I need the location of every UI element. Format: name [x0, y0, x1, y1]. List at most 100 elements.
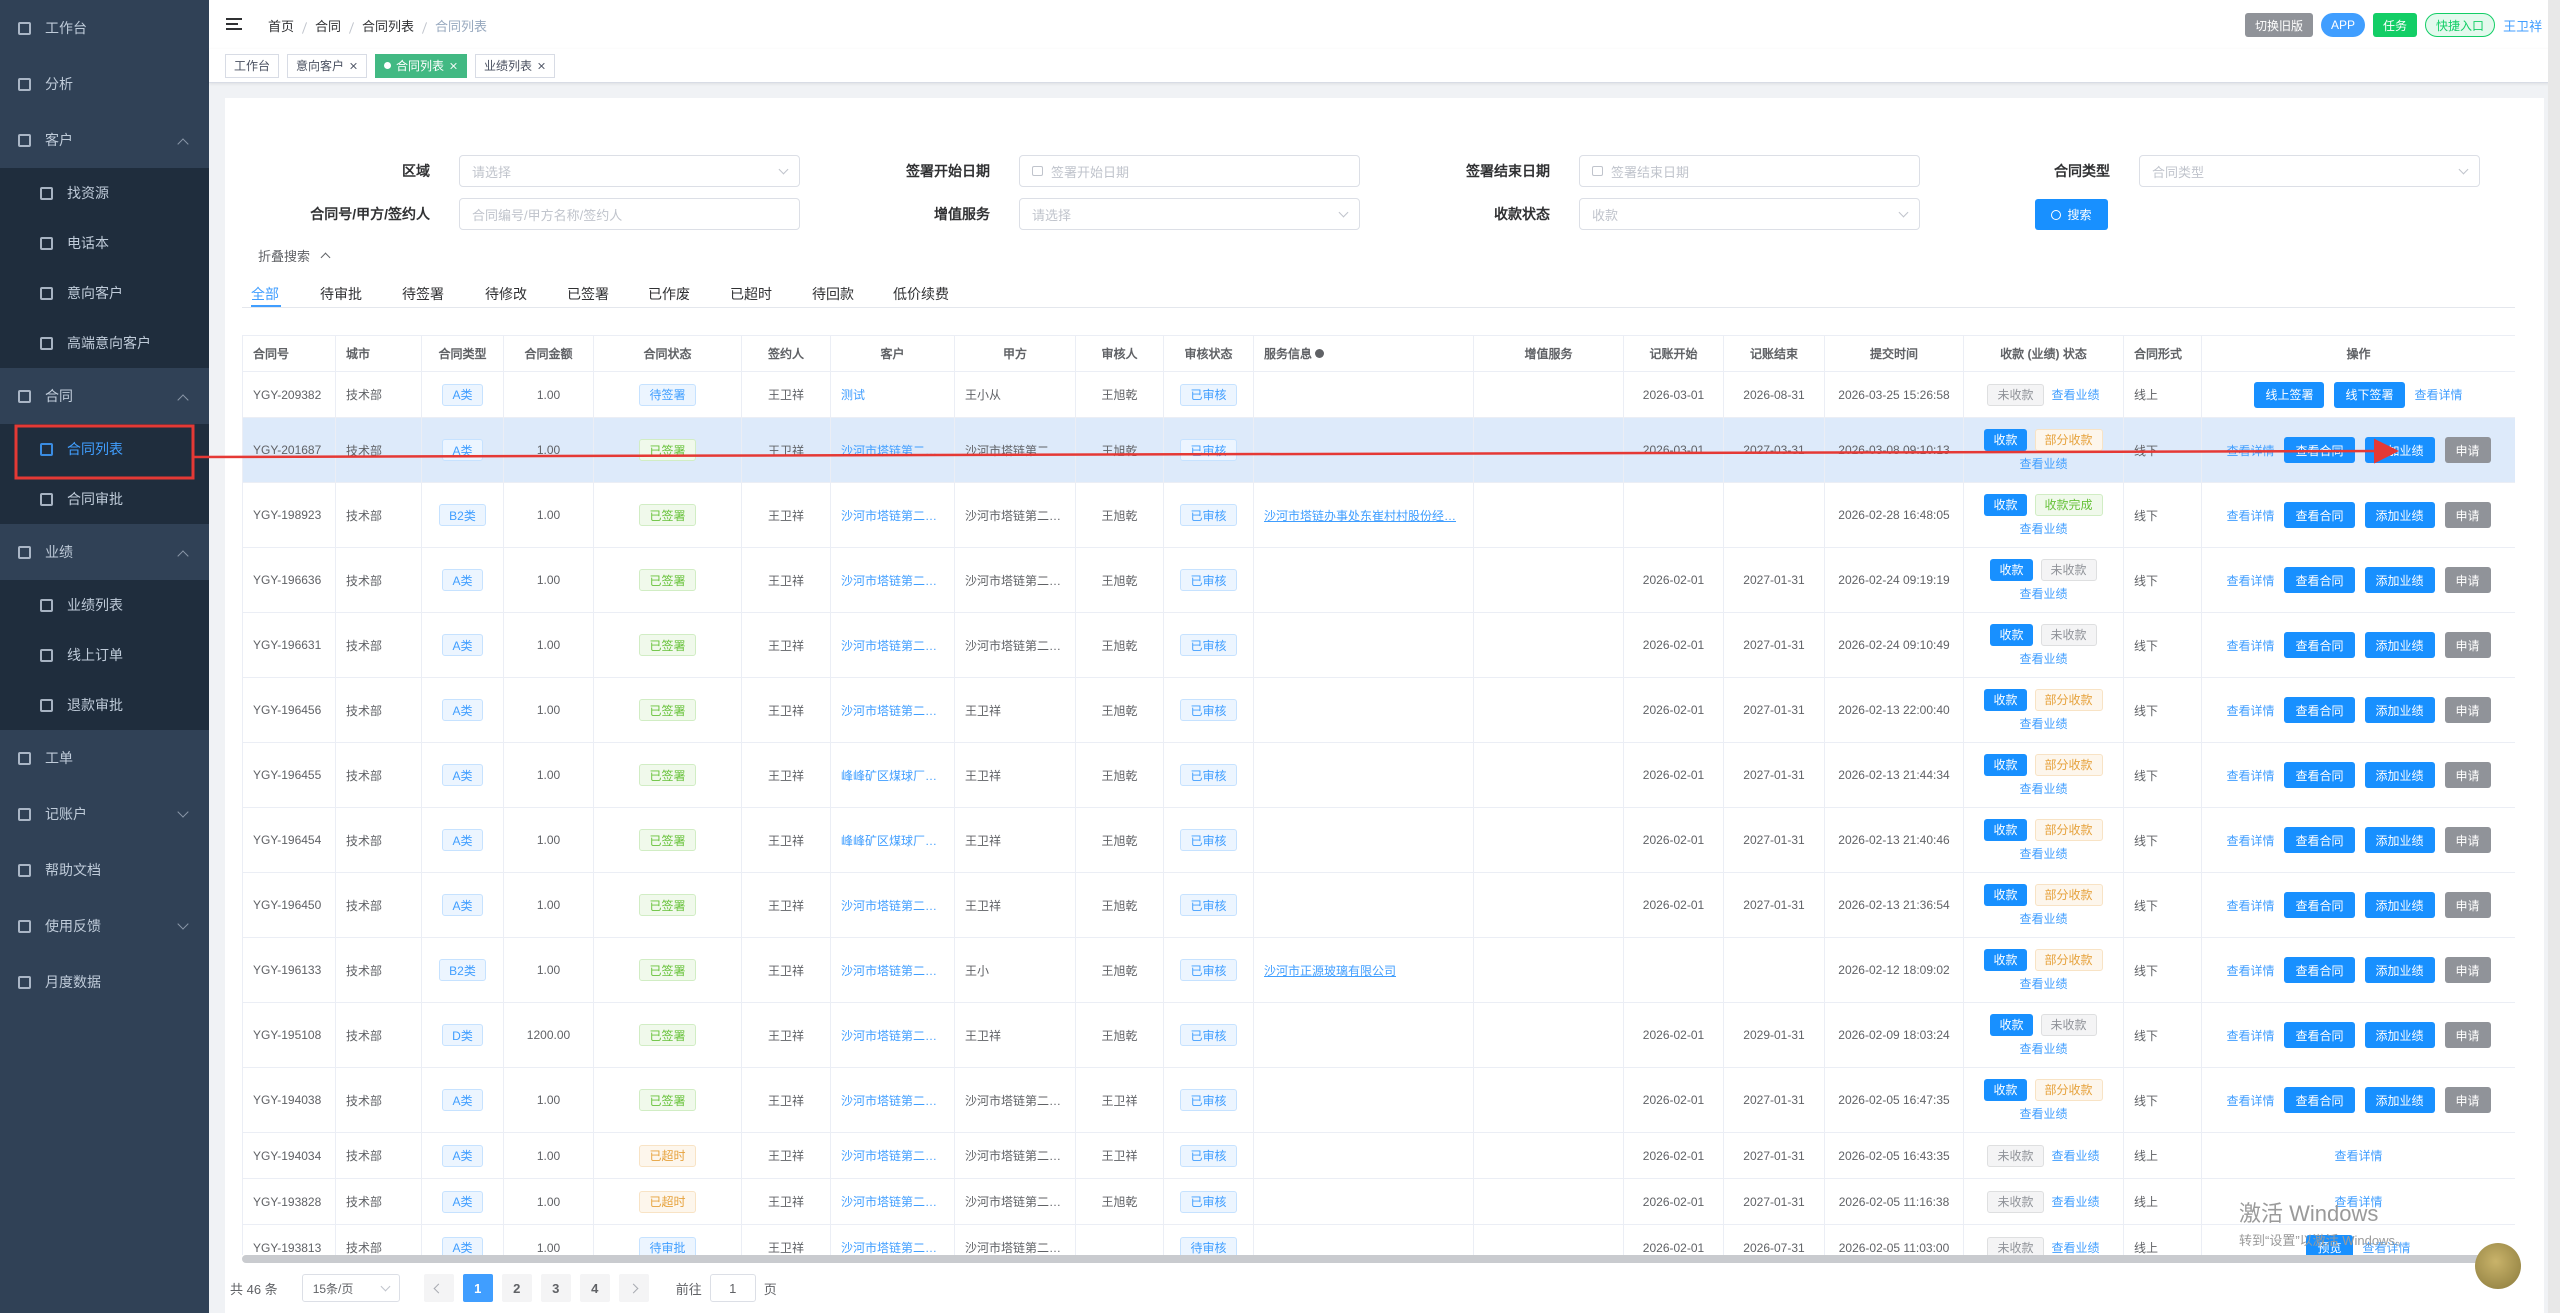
submenu-item[interactable]: 合同列表 — [0, 424, 209, 474]
action-button[interactable]: 申请 — [2444, 957, 2491, 983]
customer-link[interactable]: 沙河市塔链第二… — [841, 1241, 938, 1255]
collapse-toggle[interactable]: 折叠搜索 — [258, 246, 331, 265]
action-link[interactable]: 查看详情 — [2226, 1028, 2275, 1043]
submenu-item[interactable]: 意向客户 — [0, 268, 209, 318]
action-button[interactable]: 查看合同 — [2284, 762, 2355, 788]
action-button[interactable]: 查看合同 — [2284, 437, 2355, 463]
action-link[interactable]: 查看详情 — [2226, 833, 2275, 848]
service-link[interactable]: 沙河市塔链办事处东崔村村股份经… — [1264, 508, 1457, 523]
service-link[interactable]: 沙河市正源玻璃有限公司 — [1264, 963, 1397, 978]
performance-link[interactable]: 查看业绩 — [2051, 1149, 2100, 1163]
action-button[interactable]: 查看合同 — [2284, 567, 2355, 593]
submenu-item[interactable]: 业绩列表 — [0, 580, 209, 630]
action-button[interactable]: 预览 — [2306, 1234, 2353, 1255]
performance-link[interactable]: 查看业绩 — [2019, 456, 2068, 471]
action-button[interactable]: 查看合同 — [2284, 502, 2355, 528]
performance-link[interactable]: 查看业绩 — [2019, 846, 2068, 861]
action-button[interactable]: 查看合同 — [2284, 632, 2355, 658]
tag-view[interactable]: 业绩列表 — [475, 53, 556, 78]
collect-button[interactable]: 收款 — [1984, 818, 2027, 841]
menu-item[interactable]: 月度数据 — [0, 954, 209, 1010]
action-button[interactable]: 添加业绩 — [2364, 632, 2435, 658]
user-name[interactable]: 王卫祥 — [2503, 18, 2543, 34]
performance-link[interactable]: 查看业绩 — [2019, 651, 2068, 666]
menu-item[interactable]: 工单 — [0, 730, 209, 786]
action-link[interactable]: 查看详情 — [2226, 1093, 2275, 1108]
customer-link[interactable]: 沙河市塔链第二… — [841, 638, 938, 653]
submenu-item[interactable]: 退款审批 — [0, 680, 209, 730]
action-button[interactable]: 申请 — [2444, 762, 2491, 788]
action-button[interactable]: 申请 — [2444, 632, 2491, 658]
tag-view[interactable]: 工作台 — [225, 53, 280, 78]
action-button[interactable]: 查看合同 — [2284, 957, 2355, 983]
tab[interactable]: 待签署 — [402, 286, 444, 302]
submenu-item[interactable]: 线上订单 — [0, 630, 209, 680]
collect-button[interactable]: 收款 — [1984, 883, 2027, 906]
submenu-item[interactable]: 合同审批 — [0, 474, 209, 524]
customer-link[interactable]: 峰峰矿区煤球厂… — [841, 833, 938, 848]
customer-link[interactable]: 沙河市塔链第二… — [841, 573, 938, 588]
tab[interactable]: 已超时 — [730, 286, 772, 302]
header-button[interactable]: 快捷入口 — [2425, 13, 2496, 37]
action-link[interactable]: 查看详情 — [2226, 638, 2275, 653]
performance-link[interactable]: 查看业绩 — [2019, 716, 2068, 731]
tab[interactable]: 待回款 — [812, 286, 854, 302]
page-number[interactable]: 1 — [462, 1274, 493, 1302]
performance-link[interactable]: 查看业绩 — [2019, 781, 2068, 796]
action-button[interactable]: 申请 — [2444, 827, 2491, 853]
action-link[interactable]: 查看详情 — [2226, 898, 2275, 913]
action-button[interactable]: 添加业绩 — [2364, 502, 2435, 528]
collect-button[interactable]: 收款 — [1990, 1013, 2033, 1036]
customer-link[interactable]: 沙河市塔链第二… — [841, 963, 938, 978]
menu-toggle[interactable] — [226, 18, 242, 30]
performance-link[interactable]: 查看业绩 — [2019, 586, 2068, 601]
action-button[interactable]: 添加业绩 — [2364, 827, 2435, 853]
customer-link[interactable]: 沙河市塔链第二… — [841, 898, 938, 913]
performance-link[interactable]: 查看业绩 — [2019, 521, 2068, 536]
action-button[interactable]: 添加业绩 — [2364, 957, 2435, 983]
action-link[interactable]: 查看详情 — [2414, 388, 2463, 402]
tag-view[interactable]: 意向客户 — [287, 53, 368, 78]
tag-view[interactable]: 合同列表 — [375, 53, 468, 78]
filter-input[interactable]: 收款 — [1579, 198, 1920, 230]
action-button[interactable]: 添加业绩 — [2364, 1087, 2435, 1113]
prev-page[interactable] — [423, 1274, 454, 1302]
tab[interactable]: 已签署 — [567, 286, 609, 302]
action-button[interactable]: 线上签署 — [2254, 381, 2325, 408]
tab[interactable]: 已作废 — [648, 286, 690, 302]
customer-link[interactable]: 沙河市塔链第二… — [841, 508, 938, 523]
menu-item[interactable]: 合同 — [0, 368, 209, 424]
customer-link[interactable]: 测试 — [841, 388, 866, 402]
menu-item[interactable]: 分析 — [0, 56, 209, 112]
breadcrumb-item[interactable]: 合同 — [315, 19, 342, 34]
submenu-item[interactable]: 高端意向客户 — [0, 318, 209, 368]
next-page[interactable] — [618, 1274, 649, 1302]
page-number[interactable]: 3 — [540, 1274, 571, 1302]
menu-item[interactable]: 帮助文档 — [0, 842, 209, 898]
breadcrumb-item[interactable]: 合同列表 — [362, 19, 415, 34]
action-link[interactable]: 查看详情 — [2226, 703, 2275, 718]
action-button[interactable]: 添加业绩 — [2364, 437, 2435, 463]
collect-button[interactable]: 收款 — [1984, 753, 2027, 776]
action-link[interactable]: 查看详情 — [2226, 768, 2275, 783]
header-button[interactable]: 切换旧版 — [2245, 13, 2314, 37]
collect-button[interactable]: 收款 — [1984, 1078, 2027, 1101]
submenu-item[interactable]: 电话本 — [0, 218, 209, 268]
performance-link[interactable]: 查看业绩 — [2051, 388, 2100, 402]
tag-close[interactable] — [450, 62, 458, 70]
collect-button[interactable]: 收款 — [1984, 493, 2027, 516]
customer-link[interactable]: 沙河市塔链第二… — [841, 1195, 938, 1209]
menu-item[interactable]: 记账户 — [0, 786, 209, 842]
customer-link[interactable]: 沙河市塔链第二… — [841, 1149, 938, 1163]
action-button[interactable]: 申请 — [2444, 437, 2491, 463]
action-button[interactable]: 添加业绩 — [2364, 567, 2435, 593]
page-number[interactable]: 2 — [501, 1274, 532, 1302]
tab[interactable]: 低价续费 — [893, 286, 949, 302]
action-button[interactable]: 查看合同 — [2284, 892, 2355, 918]
tab[interactable]: 待审批 — [320, 286, 362, 302]
action-button[interactable]: 申请 — [2444, 1022, 2491, 1048]
collect-button[interactable]: 收款 — [1984, 428, 2027, 451]
menu-item[interactable]: 使用反馈 — [0, 898, 209, 954]
tag-close[interactable] — [538, 62, 546, 70]
action-link[interactable]: 查看详情 — [2362, 1241, 2411, 1255]
